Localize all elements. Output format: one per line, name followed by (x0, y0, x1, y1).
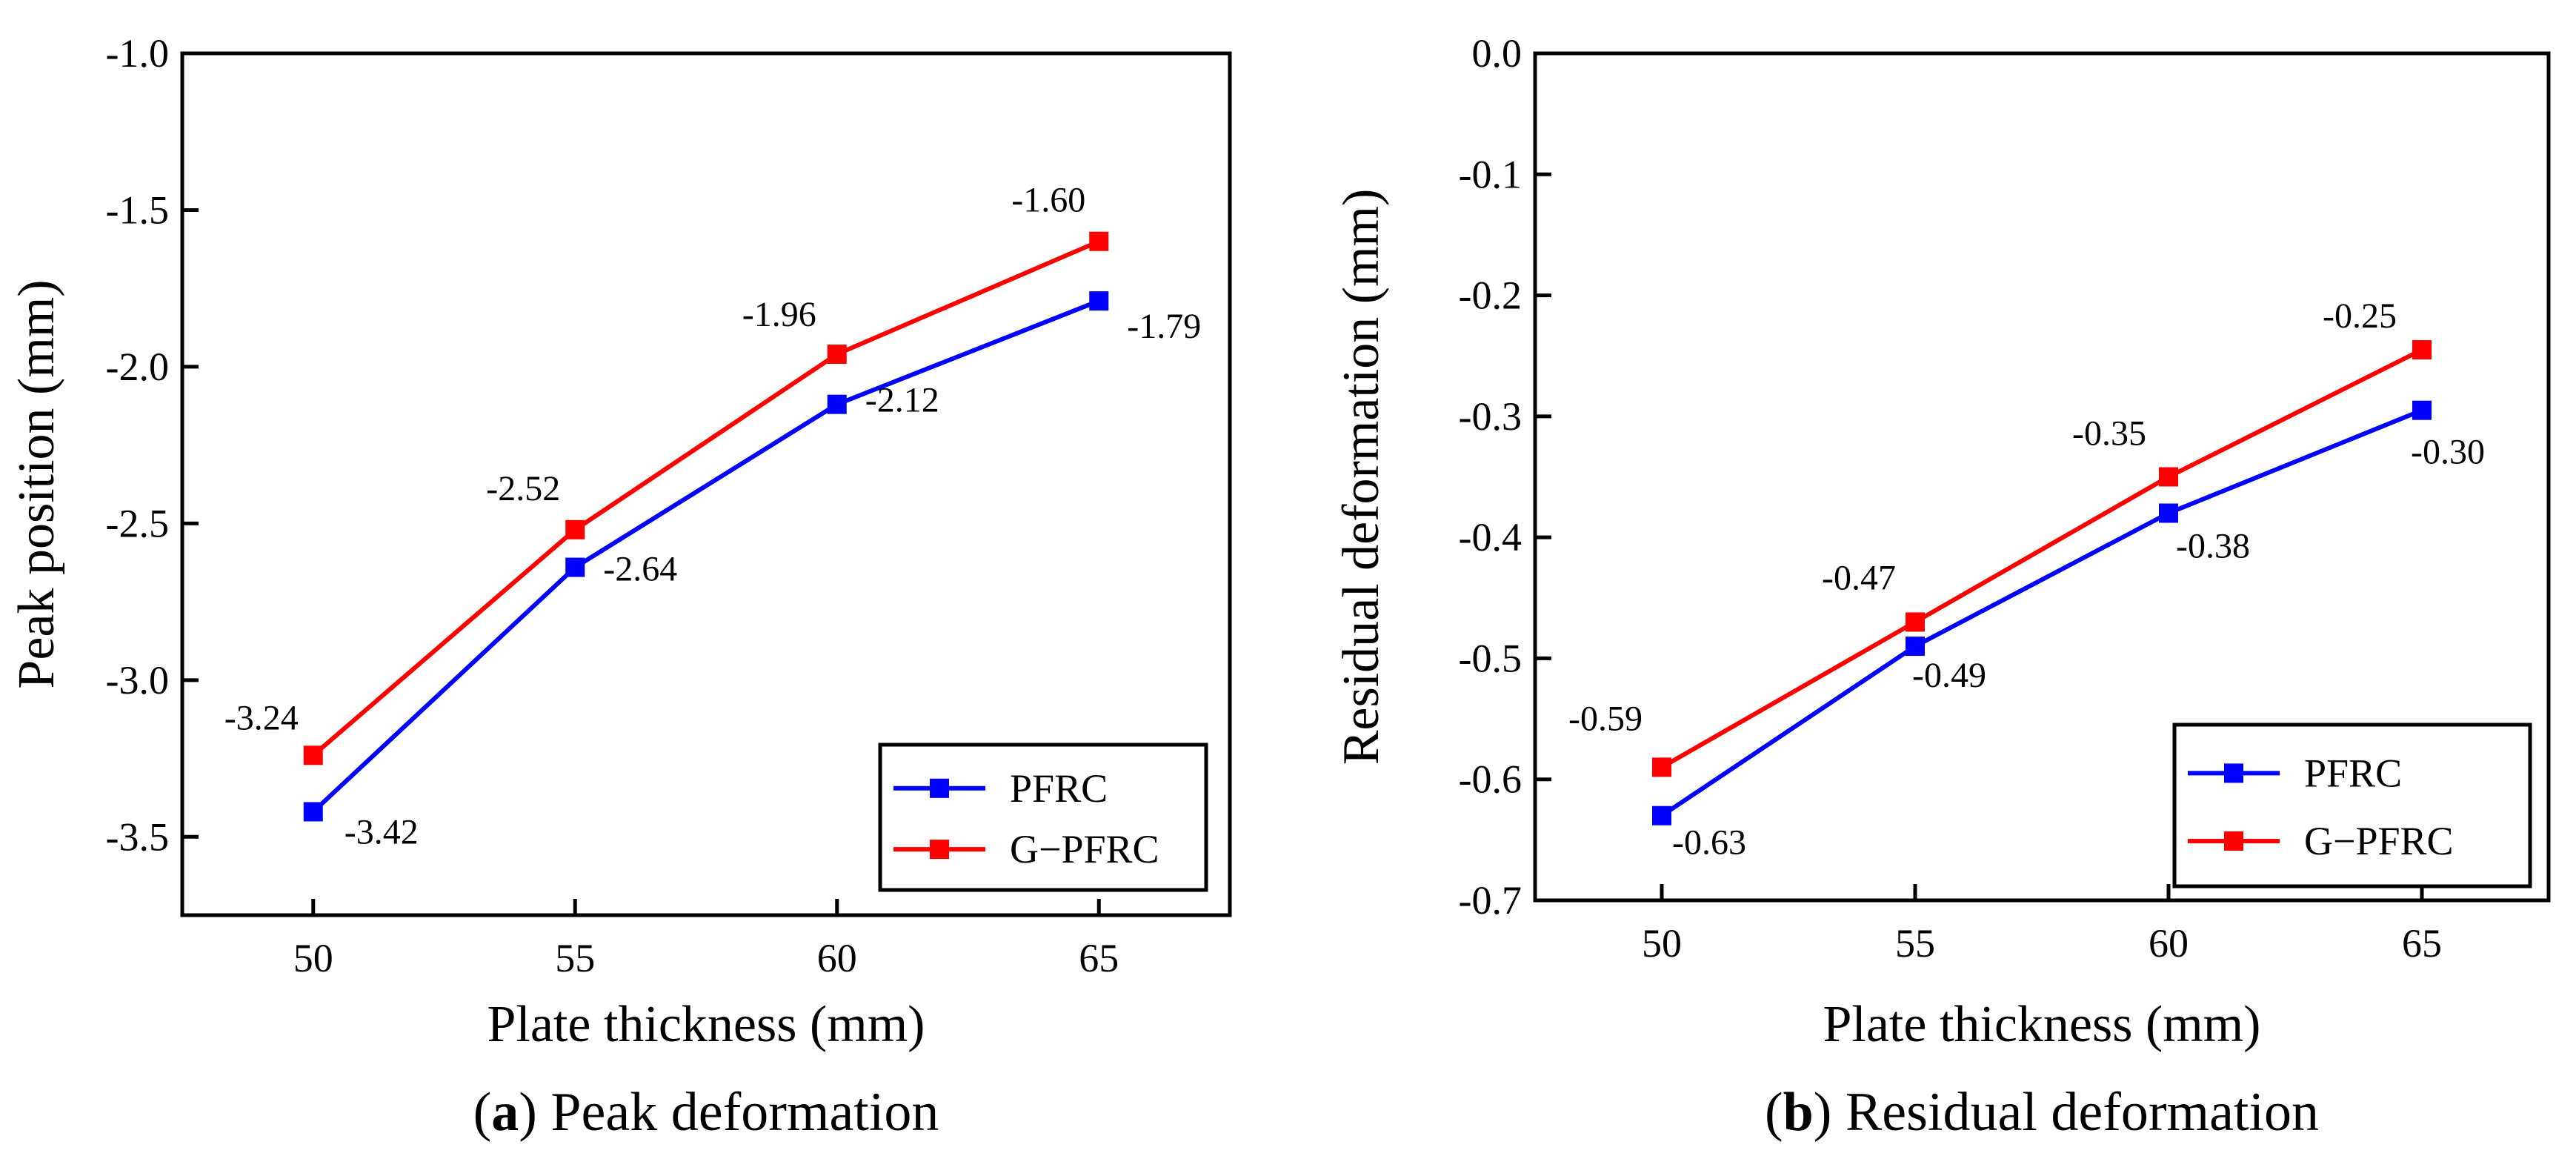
chart-b-y-axis-title: Residual deformation (mm) (1333, 189, 1390, 765)
chart-b-legend-marker (2224, 831, 2243, 851)
chart-b-data-label: -0.38 (2176, 526, 2250, 565)
chart-b-data-label: -0.63 (1672, 823, 1746, 863)
chart-a-legend (878, 743, 1208, 892)
chart-a-y-axis-title: Peak position (mm) (8, 279, 65, 688)
chart-b-y-tick-label: -0.1 (1459, 152, 1522, 196)
chart-a-data-label: -3.42 (345, 812, 419, 851)
chart-b-data-label: -0.59 (1568, 699, 1643, 738)
chart-a-data-label: -1.79 (1127, 307, 1201, 346)
chart-a-series-line-g-pfrc (311, 239, 1100, 757)
chart-b-data-label: -0.30 (2411, 433, 2485, 472)
chart-a-y-tick-label: -1.0 (106, 31, 169, 76)
chart-a-data-point (565, 519, 585, 539)
chart-a-y-tick-label: -3.5 (106, 814, 169, 859)
chart-a-legend-label: PFRC (1010, 766, 1108, 811)
chart-a-x-tick-label: 65 (1079, 936, 1119, 980)
chart-a-data-point (1089, 291, 1109, 311)
chart-b: 0.0 -0.1 -0.2 -0.3 -0.4 -0.5 -0.6 -0.7 50 55 60 65 P… (1333, 31, 2551, 1143)
chart-a-data-label: -1.96 (742, 295, 816, 334)
chart-b-legend-label: G−PFRC (2304, 819, 2454, 863)
chart-b-data-point (1906, 612, 1925, 632)
chart-a-y-tick-label: -1.5 (106, 187, 169, 232)
chart-b-data-label: -0.47 (1822, 558, 1896, 597)
chart-b-caption: (b) Residual deformation (1765, 1082, 2319, 1143)
chart-b-y-tick-label: -0.2 (1459, 273, 1522, 318)
chart-b-data-point (2159, 467, 2178, 487)
chart-a-data-point (303, 745, 323, 765)
chart-a-plot-frame (180, 51, 1232, 917)
chart-b-y-tick-label: -0.3 (1459, 394, 1522, 439)
chart-b-series-line-g-pfrc (1660, 348, 2423, 769)
chart-a-data-label: -1.60 (1011, 181, 1085, 220)
chart-b-data-point (2159, 503, 2178, 523)
chart-a-caption: (a) Peak deformation (473, 1082, 939, 1143)
chart-a-caption-text: Peak deformation (550, 1082, 939, 1143)
chart-b-x-tick-label: 55 (1895, 921, 1935, 966)
chart-b-data-point (1652, 805, 1671, 826)
chart-b-y-tick-label: -0.5 (1459, 636, 1522, 680)
chart-a-y-tick-label: -2.5 (106, 501, 169, 545)
chart-a-data-label: -2.52 (486, 469, 560, 508)
chart-a-legend-label: G−PFRC (1010, 827, 1159, 871)
chart-a-data-label: -2.64 (603, 550, 677, 589)
chart-b-y-tick-label: 0.0 (1472, 31, 1522, 76)
chart-b-x-tick-label: 50 (1642, 921, 1682, 966)
chart-b-caption-letter: b (1783, 1082, 1814, 1143)
chart-a-x-axis-title: Plate thickness (mm) (487, 996, 925, 1053)
chart-b-x-tick-label: 60 (2149, 921, 2189, 966)
chart-b-x-axis-title: Plate thickness (mm) (1823, 996, 2260, 1053)
chart-b-y-tick-label: -0.7 (1459, 878, 1522, 923)
chart-a-y-tick-label: -3.0 (106, 658, 169, 702)
chart-b-caption-text: Residual deformation (1846, 1082, 2319, 1143)
chart-a-data-point (565, 557, 585, 577)
chart-b-y-tick-label: -0.4 (1459, 515, 1522, 559)
chart-b-data-point (1652, 757, 1671, 777)
chart-a: -1.0 -1.5 -2.0 -2.5 -3.0 -3.5 50 55 60 65 Plate th… (8, 31, 1232, 1143)
chart-b-plot-frame (1533, 51, 2551, 903)
chart-b-data-point (2412, 340, 2432, 360)
chart-a-data-point (303, 802, 323, 822)
chart-b-series-line-pfrc (1660, 408, 2423, 818)
chart-b-data-label: -0.35 (2072, 414, 2146, 454)
chart-b-data-label: -0.25 (2323, 296, 2397, 336)
chart-a-y-tick-label: -2.0 (106, 345, 169, 389)
chart-b-legend-label: PFRC (2304, 751, 2402, 795)
chart-b-legend-marker (2224, 763, 2243, 783)
chart-b-data-label: -0.49 (1912, 656, 1986, 695)
chart-a-caption-letter: a (491, 1082, 519, 1143)
chart-a-data-point (827, 344, 847, 364)
chart-b-y-tick-label: -0.6 (1459, 757, 1522, 802)
chart-b-x-tick-label: 65 (2402, 921, 2442, 966)
chart-a-legend-marker (930, 778, 949, 798)
chart-a-data-point (827, 394, 847, 414)
chart-b-data-point (1906, 637, 1925, 657)
chart-b-legend (2172, 722, 2532, 888)
chart-a-legend-marker (930, 840, 949, 860)
chart-b-data-point (2412, 400, 2432, 420)
chart-a-data-point (1089, 231, 1109, 251)
chart-a-x-tick-label: 50 (293, 936, 333, 980)
chart-a-x-tick-label: 55 (555, 936, 595, 980)
chart-a-data-label: -3.24 (224, 698, 299, 737)
chart-a-x-tick-label: 60 (817, 936, 857, 980)
chart-a-data-label: -2.12 (865, 381, 939, 420)
chart-a-series-line-pfrc (311, 299, 1100, 814)
